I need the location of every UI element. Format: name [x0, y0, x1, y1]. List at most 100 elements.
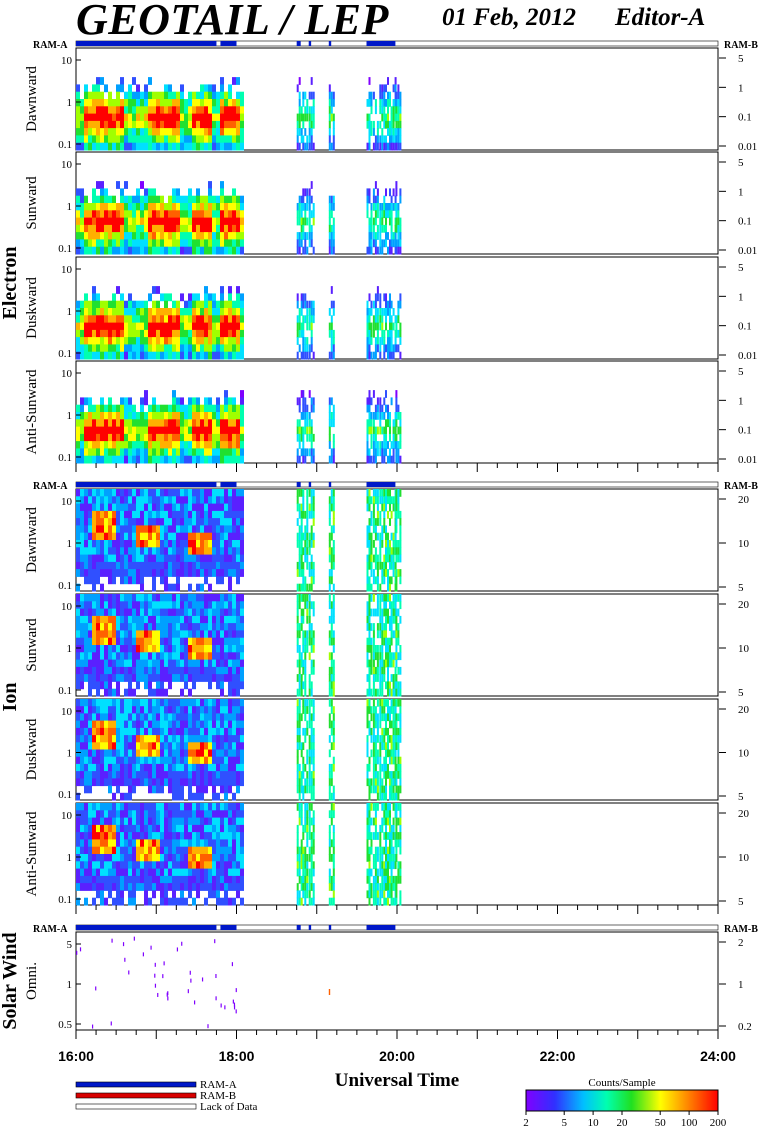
heatmap-cell — [128, 84, 132, 93]
heatmap-cell — [216, 239, 220, 248]
heatmap-cell — [392, 608, 395, 617]
heatmap-cell — [224, 547, 228, 556]
heatmap-cell — [112, 426, 116, 435]
heatmap-cell — [224, 720, 228, 729]
heatmap-cell — [387, 210, 389, 219]
heatmap-cell — [312, 217, 315, 226]
heatmap-cell — [128, 623, 132, 631]
heatmap-cell — [160, 120, 164, 129]
heatmap-cell — [132, 706, 136, 714]
heatmap-cell — [236, 489, 240, 497]
heatmap-cell — [100, 308, 104, 316]
heatmap-cell — [374, 735, 377, 743]
heatmap-cell — [152, 594, 156, 602]
heatmap-cell — [160, 756, 164, 765]
heatmap-cell — [124, 720, 128, 729]
ram-a-segment — [308, 482, 312, 487]
heatmap-cell — [92, 652, 96, 661]
heatmap-cell — [120, 594, 124, 602]
heatmap-cell — [296, 727, 299, 736]
heatmap-cell — [224, 666, 228, 675]
heatmap-cell — [92, 875, 96, 884]
heatmap-cell — [76, 113, 80, 122]
heatmap-cell — [148, 412, 152, 420]
heatmap-cell — [224, 785, 228, 794]
heatmap-cell — [76, 404, 80, 413]
heatmap-cell — [144, 547, 148, 556]
heatmap-cell — [383, 637, 386, 646]
heatmap-cell — [100, 554, 104, 563]
heatmap-cell — [376, 518, 379, 526]
heatmap-cell — [379, 681, 382, 690]
heatmap-cell — [160, 518, 164, 526]
heatmap-cell — [310, 142, 313, 151]
heatmap-cell — [80, 532, 84, 541]
heatmap-cell — [298, 120, 301, 129]
heatmap-cell — [379, 322, 382, 331]
heatmap-cell — [228, 630, 232, 639]
heatmap-cell — [302, 594, 305, 602]
heatmap-cell — [92, 412, 96, 420]
heatmap-cell — [84, 441, 88, 449]
heatmap-cell — [76, 322, 80, 331]
heatmap-cell — [308, 547, 311, 556]
heatmap-cell — [80, 608, 84, 617]
heatmap-cell — [379, 699, 382, 707]
heatmap-cell — [385, 142, 387, 151]
heatmap-cell — [240, 666, 244, 675]
heatmap-cell — [188, 232, 192, 240]
heatmap-cell — [302, 630, 305, 639]
heatmap-cell — [128, 308, 132, 316]
heatmap-cell — [368, 525, 371, 534]
heatmap-cell — [306, 448, 309, 457]
heatmap-cell — [397, 637, 400, 646]
heatmap-cell — [399, 518, 402, 526]
heatmap-cell — [180, 113, 184, 122]
heatmap-cell — [392, 601, 395, 610]
heatmap-cell — [120, 601, 124, 610]
heatmap-cell — [220, 503, 224, 512]
heatmap-cell — [160, 532, 164, 541]
heatmap-cell — [124, 688, 128, 697]
heatmap-cell — [168, 525, 172, 534]
heatmap-cell — [160, 630, 164, 639]
heatmap-cell — [366, 322, 369, 331]
heatmap-cell — [176, 412, 180, 420]
heatmap-cell — [212, 630, 216, 639]
heatmap-cell — [208, 637, 212, 646]
heatmap-cell — [160, 659, 164, 668]
heatmap-cell — [104, 623, 108, 631]
heatmap-cell — [204, 540, 208, 548]
heatmap-cell — [302, 344, 305, 353]
heatmap-cell — [112, 441, 116, 449]
heatmap-cell — [300, 674, 303, 682]
heatmap-cell — [304, 188, 307, 197]
heatmap-cell — [236, 615, 240, 624]
heatmap-cell — [379, 735, 382, 743]
heatmap-cell — [379, 756, 382, 765]
heatmap-cell — [385, 742, 387, 750]
heatmap-cell — [389, 561, 391, 570]
heatmap-cell — [80, 706, 84, 714]
heatmap-cell — [376, 720, 379, 729]
heatmap-cell — [196, 547, 200, 556]
heatmap-cell — [372, 142, 375, 151]
heatmap-cell — [228, 135, 232, 144]
heatmap-cell — [184, 419, 188, 428]
heatmap-cell — [374, 561, 377, 570]
heatmap-cell — [152, 106, 156, 115]
heatmap-cell — [224, 412, 228, 420]
heatmap-cell — [144, 652, 148, 661]
heatmap-cell — [184, 547, 188, 556]
left-tick-label: 1 — [67, 410, 73, 422]
heatmap-cell — [176, 518, 180, 526]
heatmap-cell — [100, 99, 104, 107]
heatmap-cell — [140, 615, 144, 624]
heatmap-cell — [148, 674, 152, 682]
heatmap-cell — [160, 455, 164, 464]
heatmap-cell — [188, 735, 192, 743]
heatmap-cell — [92, 778, 96, 787]
heatmap-cell — [124, 615, 128, 624]
heatmap-cell — [389, 433, 391, 442]
